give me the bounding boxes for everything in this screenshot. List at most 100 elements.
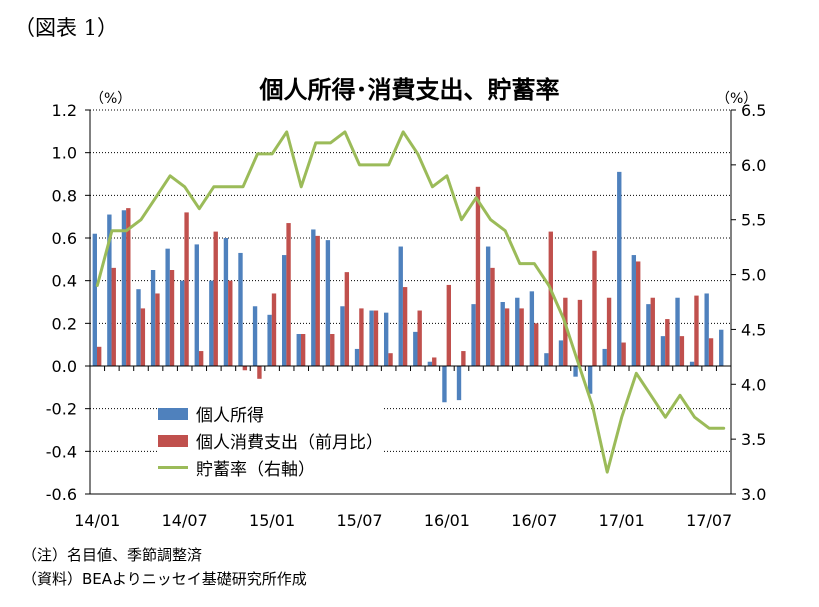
- bar-spending: [708, 338, 714, 366]
- source-text: （資料）BEAよりニッセイ基礎研究所作成: [22, 570, 307, 588]
- bar-income: [369, 310, 374, 366]
- left-axis-unit: （%）: [90, 91, 132, 107]
- figure-label: （図表 1）: [14, 16, 119, 40]
- bar-income: [209, 280, 214, 366]
- bar-income: [92, 233, 97, 366]
- bar-spending: [155, 293, 160, 366]
- bar-income: [573, 366, 578, 377]
- bar-income: [165, 248, 170, 366]
- bar-spending: [534, 323, 539, 366]
- bar-income: [719, 329, 724, 366]
- bar-income: [675, 297, 680, 366]
- bar-spending: [286, 223, 291, 366]
- note-text: （注）名目値、季節調整済: [22, 546, 203, 564]
- y-right-tick-label: 3.0: [741, 485, 766, 504]
- bar-spending: [140, 308, 146, 366]
- legend-label-income: 個人所得: [196, 406, 264, 426]
- bar-income: [456, 366, 462, 401]
- bar-spending: [300, 334, 306, 366]
- bar-income: [252, 306, 258, 366]
- bar-income: [223, 238, 229, 366]
- y-left-tick-label: 1.0: [52, 144, 77, 163]
- bar-spending: [359, 308, 364, 366]
- bar-income: [442, 366, 447, 403]
- y-right-tick-label: 6.0: [741, 156, 766, 175]
- bar-income: [296, 334, 301, 366]
- bar-income: [107, 214, 112, 366]
- bar-spending: [184, 212, 189, 366]
- y-left-tick-label: -0.6: [46, 485, 77, 504]
- y-right-tick-label: 4.0: [741, 375, 766, 394]
- legend-label-spending: 個人消費支出（前月比）: [196, 433, 383, 453]
- bar-spending: [679, 336, 685, 366]
- bar-income: [660, 336, 666, 366]
- bar-income: [704, 293, 709, 366]
- bar-spending: [621, 342, 626, 366]
- bar-spending: [432, 357, 437, 366]
- bar-income: [194, 244, 199, 366]
- bar-spending: [228, 280, 233, 366]
- y-right-tick-label: 6.5: [741, 101, 766, 120]
- bar-spending: [446, 284, 451, 366]
- x-tick-label: 16/07: [511, 511, 557, 530]
- bar-income: [238, 252, 243, 366]
- bar-spending: [606, 297, 612, 366]
- y-right-tick-label: 3.5: [741, 430, 766, 449]
- bar-income: [689, 361, 695, 366]
- bar-spending: [242, 366, 248, 371]
- bar-income: [602, 348, 607, 366]
- bar-spending: [694, 295, 699, 366]
- bar-spending: [344, 272, 350, 366]
- bar-income: [646, 304, 651, 366]
- y-left-tick-label: 0.2: [52, 314, 77, 333]
- legend-swatch-saving: [158, 466, 188, 469]
- bar-spending: [402, 287, 408, 366]
- legend-item-income: 個人所得: [158, 400, 383, 427]
- x-tick-label: 14/01: [74, 511, 120, 530]
- x-tick-label: 17/01: [599, 511, 645, 530]
- bar-income: [500, 302, 505, 366]
- bar-income: [340, 306, 345, 366]
- bar-spending: [257, 366, 262, 379]
- bar-spending: [577, 299, 583, 366]
- bar-spending: [592, 250, 597, 366]
- x-tick-label: 15/01: [249, 511, 295, 530]
- bar-spending: [271, 293, 277, 366]
- bar-income: [617, 171, 622, 366]
- y-left-tick-label: -0.2: [46, 400, 77, 419]
- legend-label-saving: 貯蓄率（右軸）: [196, 460, 315, 480]
- bar-spending: [650, 297, 655, 366]
- y-right-tick-label: 4.5: [741, 320, 766, 339]
- y-left-tick-label: 1.2: [52, 101, 77, 120]
- bar-spending: [315, 235, 320, 366]
- line-saving-rate: [95, 130, 726, 474]
- bar-income: [267, 314, 272, 366]
- bar-income: [558, 340, 564, 366]
- bar-spending: [665, 319, 670, 366]
- x-tick-label: 16/01: [424, 511, 470, 530]
- bar-spending: [519, 308, 524, 366]
- x-tick-label: 15/07: [336, 511, 382, 530]
- chart-title: 個人所得･消費支出、貯蓄率: [259, 76, 560, 104]
- bar-income: [354, 348, 360, 366]
- bar-spending: [388, 353, 393, 366]
- bar-spending: [548, 231, 553, 366]
- bar-spending: [126, 208, 131, 366]
- x-tick-label: 14/07: [162, 511, 208, 530]
- bar-income: [150, 270, 156, 366]
- bar-spending: [490, 267, 495, 366]
- bar-income: [325, 240, 331, 366]
- y-left-tick-label: 0.0: [52, 357, 77, 376]
- bar-income: [471, 304, 476, 366]
- chart-legend: 個人所得 個人消費支出（前月比） 貯蓄率（右軸）: [158, 400, 383, 481]
- y-right-tick-label: 5.0: [741, 266, 766, 285]
- bar-spending: [636, 261, 641, 366]
- y-right-tick-label: 5.5: [741, 211, 766, 230]
- bar-spending: [373, 310, 379, 366]
- bar-income: [485, 246, 491, 366]
- y-left-tick-label: 0.8: [52, 186, 77, 205]
- bar-spending: [213, 231, 218, 366]
- bar-spending: [417, 310, 422, 366]
- bar-income: [515, 297, 520, 366]
